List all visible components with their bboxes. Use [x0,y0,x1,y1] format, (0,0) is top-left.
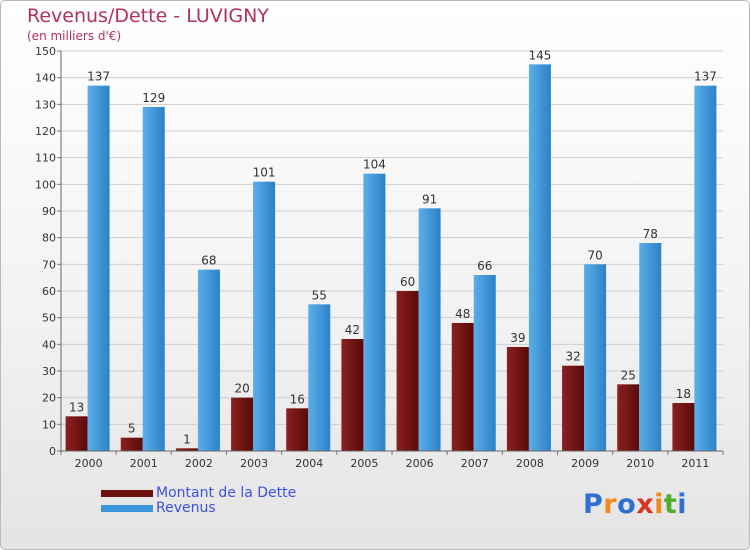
logo-letter: P [583,489,604,520]
bar-dette-label: 39 [510,331,525,345]
logo-letter: t [663,489,678,520]
bar-revenus [308,304,331,451]
bar-dette [672,403,695,451]
y-tick-label: 150 [35,45,56,58]
y-tick-label: 40 [42,338,56,351]
y-tick-label: 70 [42,258,56,271]
logo-letter: i [654,489,664,520]
bar-revenus-label: 129 [142,91,165,105]
bar-revenus [253,181,276,451]
bar-revenus-label: 137 [694,70,717,84]
x-tick-label: 2005 [350,457,378,470]
x-tick-label: 2010 [626,457,654,470]
logo-letter: o [617,489,637,520]
bar-revenus-label: 68 [201,254,216,268]
y-tick-label: 140 [35,72,56,85]
bar-revenus-label: 78 [643,227,658,241]
y-tick-label: 100 [35,178,56,191]
bar-revenus-label: 137 [87,70,110,84]
bar-dette [175,448,198,451]
bar-dette-label: 5 [128,422,136,436]
bar-revenus [584,264,607,451]
y-tick-label: 110 [35,152,56,165]
bar-dette-label: 20 [234,382,249,396]
bar-dette [120,437,143,451]
bar-revenus-label: 104 [363,158,386,172]
bar-dette [506,347,529,451]
bar-dette [65,416,88,451]
bar-dette [396,291,419,451]
legend-swatch-revenus [101,505,153,512]
bar-revenus [694,85,717,452]
bar-dette-label: 25 [621,368,636,382]
y-tick-label: 130 [35,98,56,111]
x-tick-label: 2008 [516,457,544,470]
bar-revenus [87,85,110,452]
y-tick-label: 20 [42,392,56,405]
bar-dette-label: 32 [565,350,580,364]
x-tick-label: 2000 [75,457,103,470]
x-tick-label: 2009 [571,457,599,470]
y-tick-label: 0 [49,445,56,458]
bar-dette [231,397,254,451]
bar-revenus [363,173,386,451]
y-tick-label: 30 [42,365,56,378]
y-tick-label: 120 [35,125,56,138]
y-tick-label: 90 [42,205,56,218]
bar-dette-label: 48 [455,307,470,321]
x-tick-label: 2001 [130,457,158,470]
chart-subtitle: (en milliers d'€) [27,29,122,43]
chart-title: Revenus/Dette - LUVIGNY [27,5,269,27]
grid-layer [61,50,723,452]
x-tick-label: 2006 [406,457,434,470]
bar-dette-label: 42 [345,323,360,337]
x-tick-label: 2002 [185,457,213,470]
bar-dette [341,339,364,451]
bar-revenus-label: 101 [253,166,276,180]
bar-dette-label: 18 [676,387,691,401]
y-tick-label: 60 [42,285,56,298]
bar-revenus [473,275,496,451]
y-tick-label: 80 [42,232,56,245]
logo-letter: x [636,489,655,520]
bar-revenus [418,208,441,451]
bar-revenus [197,269,220,451]
axis-layer: 0102030405060708090100110120130140150200… [35,45,724,470]
proxiti-logo: Proxiti [583,489,687,520]
bar-dette-label: 16 [290,392,305,406]
logo-letter: r [603,489,618,520]
bar-dette [451,323,474,451]
y-tick-label: 10 [42,418,56,431]
labels-layer: 13 137 5 129 1 68 20 101 16 55 42 104 60 91 48 66 39 145 3… [69,48,717,446]
bar-dette-label: 13 [69,400,84,414]
x-tick-label: 2003 [240,457,268,470]
bar-revenus-label: 145 [528,48,551,62]
bar-dette-label: 60 [400,275,415,289]
bar-revenus [528,64,551,452]
bar-revenus [142,107,165,451]
legend-swatch-dette [101,490,153,497]
bar-dette [286,408,309,451]
bar-revenus-label: 91 [422,192,437,206]
bar-dette [562,365,585,451]
bar-revenus [639,243,662,451]
bar-dette-label: 1 [183,432,191,446]
x-tick-label: 2011 [681,457,709,470]
bar-dette [617,384,640,451]
legend-label-dette: Montant de la Dette [156,485,297,501]
bar-revenus-label: 70 [587,248,602,262]
bar-revenus-label: 55 [312,288,327,302]
bars-layer [65,64,717,452]
bar-revenus-label: 66 [477,259,492,273]
legend-label-revenus: Revenus [156,500,216,516]
x-tick-label: 2007 [461,457,489,470]
logo-letter: i [677,489,688,520]
x-tick-label: 2004 [295,457,323,470]
y-tick-label: 50 [42,312,56,325]
